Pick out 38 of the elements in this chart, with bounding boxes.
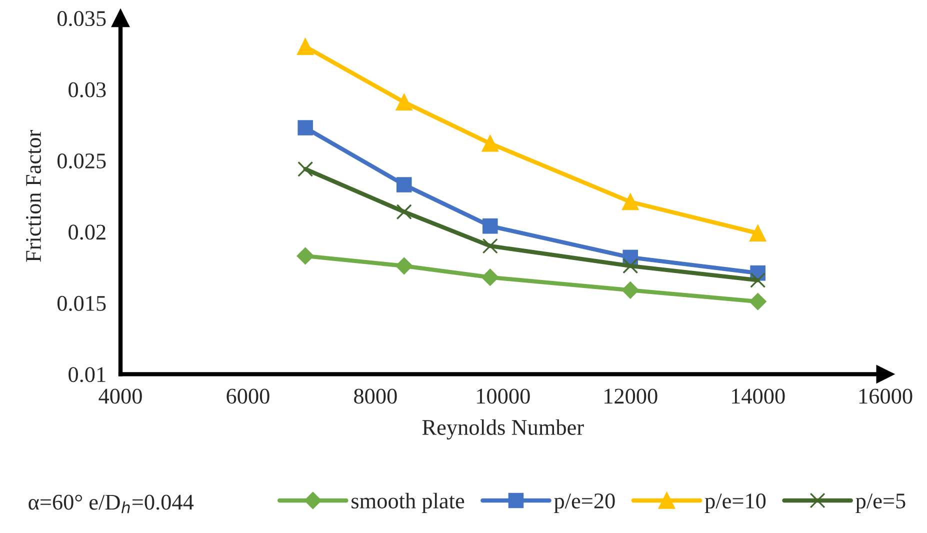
x-tick-label: 12000 [604,388,658,404]
legend-label: p/e=10 [704,493,766,513]
point [622,258,638,274]
y-tick-label: 0.03 [68,82,106,98]
x-tick-label: 10000 [477,388,530,404]
y-tick-label: 0.02 [68,224,106,240]
x-tick-label: 8000 [354,388,397,404]
point [396,204,412,220]
point [298,120,313,136]
text: α=60° e/D$_{h}$=0.044 [28,494,194,514]
point [298,161,314,177]
legend-label: p/e=5 [856,494,906,513]
point [622,282,639,299]
point [482,238,498,254]
x-axis-title: Reynolds Number [422,419,584,440]
y-tick-label: 0.035 [57,11,106,26]
point [749,292,766,310]
point [749,224,766,242]
y-tick-label: 0.025 [57,153,106,169]
y-tick-label: 0.01 [68,367,106,382]
point [482,135,498,152]
point [296,38,314,55]
x-tick-label: 14000 [732,388,785,404]
y-axis-title: Friction Factor [26,130,41,262]
point [622,194,639,210]
point [482,268,499,286]
point [396,94,412,110]
point [482,218,498,234]
legend-label: smooth plate [352,492,464,513]
x-tick-label: 16000 [859,388,912,404]
point [750,272,766,288]
x-tick-label: 6000 [226,388,270,404]
point [396,257,413,274]
y-tick-label: 0.015 [57,296,106,311]
point [396,177,412,192]
point [296,247,314,265]
legend-label: p/e=20 [554,493,615,513]
x-tick-label: 4000 [98,388,142,404]
